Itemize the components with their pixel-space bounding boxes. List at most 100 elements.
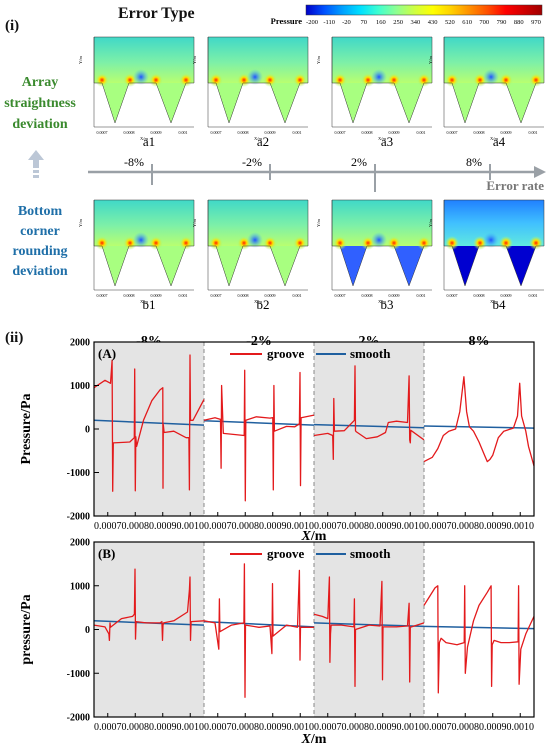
y-tick-label: -1000 [67, 468, 90, 479]
up-arrow-icon-dash [33, 170, 39, 173]
groove-low-pressure [452, 246, 479, 286]
panel-y-label: Y/m [78, 56, 83, 65]
x-tick-label: 0.0008 [342, 521, 370, 532]
up-arrow-icon [28, 150, 44, 168]
pressure-low-spot [133, 69, 149, 85]
legend-smooth-label: smooth [350, 546, 391, 561]
panel-x-tick-label: 0.0007 [211, 130, 222, 135]
panel-x-label: X/m [378, 136, 387, 141]
x-tick-label: 0.0008 [122, 521, 150, 532]
panel-x-tick-label: 0.0009 [501, 130, 512, 135]
x-tick-label: 0.0007 [204, 521, 232, 532]
panel-label: a3 [381, 134, 393, 149]
panel-outline [93, 199, 195, 287]
pressure-legend-title: Pressure [271, 16, 303, 26]
legend-groove-label: groove [267, 346, 305, 361]
x-tick-label: 0.0010 [177, 521, 205, 532]
pressure-tick-label: -110 [323, 19, 335, 26]
panel-outline [207, 199, 309, 287]
pressure-hotspot [387, 236, 401, 250]
pressure-colorbar [305, 4, 543, 16]
panel-label: a4 [493, 134, 506, 149]
x-tick-label: 0.0007 [94, 521, 122, 532]
contour-panel: 0.0007 0.0008 0.0009 0.001 X/m Y/m b4 [428, 199, 545, 312]
pressure-hotspot [95, 73, 109, 87]
groove-series-line [313, 365, 425, 461]
pressure-hotspot [149, 236, 163, 250]
panel-x-tick-label: 0.0009 [151, 130, 162, 135]
x-tick-label: 0.0010 [397, 722, 425, 733]
x-tick-label: 0.0010 [397, 521, 425, 532]
rounding-label-line-4: deviation [12, 264, 68, 279]
pressure-tick-label: 790 [497, 19, 507, 26]
pressure-tick-label: 520 [445, 19, 455, 26]
shaded-segment [94, 342, 204, 516]
shaded-segment [314, 342, 424, 516]
pressure-hotspot [529, 236, 543, 250]
x-tick-label: 0.0007 [94, 722, 122, 733]
rounding-label-line-3: rounding [12, 244, 68, 259]
panel-label: a2 [257, 134, 269, 149]
panel-x-tick-label: 0.0007 [335, 130, 346, 135]
panel-outline [331, 36, 433, 124]
panel-x-tick-label: 0.0008 [362, 293, 373, 298]
pressure-line-chart: 0.0007 0.0008 0.0009 0.0010 0.0007 0.0008 0.00… [19, 538, 535, 747]
panel-x-tick-label: 0.0008 [362, 130, 373, 135]
rounding-label-line-1: Bottom [17, 204, 63, 219]
pressure-tick-label: 610 [462, 19, 472, 26]
error-axis-tick-label: 2% [351, 155, 367, 169]
x-tick-label: 0.0007 [424, 521, 452, 532]
error-axis-arrowhead [534, 166, 546, 178]
panel-label: a1 [143, 134, 155, 149]
groove-region [156, 246, 186, 286]
pressure-hotspot [179, 73, 193, 87]
array-label-line-1: Array [21, 75, 59, 90]
rounding-deviation-label: Bottom corner rounding deviation [0, 202, 80, 282]
panel-x-tick-label: 0.0009 [265, 130, 276, 135]
panel-x-tick-label: 0.001 [179, 130, 188, 135]
y-axis-label: pressure/Pa [19, 594, 34, 664]
pressure-hotspot [417, 73, 431, 87]
pressure-hotspot [333, 236, 347, 250]
panel-x-label: X/m [254, 136, 263, 141]
x-axis-label-unit: /m [310, 732, 327, 747]
pressure-hotspot [499, 236, 513, 250]
groove-series-line [423, 585, 535, 694]
pressure-hotspot [445, 236, 459, 250]
array-deviation-label: Array straightness deviation [0, 72, 80, 135]
y-tick-label: 0 [85, 425, 90, 436]
pressure-tick-label: -200 [306, 19, 318, 26]
groove-region [102, 83, 129, 123]
groove-series-line [203, 369, 315, 502]
y-axis-label: Pressure/Pa [19, 393, 34, 464]
x-tick-label: 0.0010 [177, 722, 205, 733]
error-axis-label: Error rate [486, 178, 544, 193]
shaded-segment [314, 542, 424, 717]
error-axis-tick-label: -2% [242, 155, 262, 169]
x-tick-label: 0.0009 [369, 521, 397, 532]
panel-y-label: Y/m [192, 56, 197, 65]
panel-y-label: Y/m [316, 219, 321, 228]
groove-region [216, 246, 243, 286]
x-tick-label: 0.0007 [314, 521, 342, 532]
pressure-hotspot [293, 236, 307, 250]
groove-region [102, 246, 129, 286]
pressure-tick-label: 700 [479, 19, 489, 26]
panel-x-tick-label: 0.0007 [97, 293, 108, 298]
pressure-low-spot [371, 232, 387, 248]
x-tick-label: 0.0007 [424, 722, 452, 733]
x-tick-label: 0.0009 [259, 722, 287, 733]
panel-x-tick-label: 0.001 [417, 130, 426, 135]
part-i-label: (i) [5, 18, 20, 34]
panel-x-tick-label: 0.0008 [124, 130, 135, 135]
line-charts: -8% -2% 2% 8%0.0007 0.0008 0.0009 0.0010 0.0007… [19, 334, 535, 747]
pressure-hotspot [387, 73, 401, 87]
pressure-low-spot [483, 69, 499, 85]
groove-low-pressure [340, 246, 367, 286]
pressure-tick-label: 430 [428, 19, 438, 26]
panel-x-label: X/m [378, 299, 387, 304]
contour-panel: 0.0007 0.0008 0.0009 0.001 X/m Y/m b2 [192, 199, 309, 312]
contour-panel: 0.0007 0.0008 0.0009 0.001 X/m Y/m a2 [192, 36, 309, 149]
error-axis-tick-label: 8% [466, 155, 482, 169]
